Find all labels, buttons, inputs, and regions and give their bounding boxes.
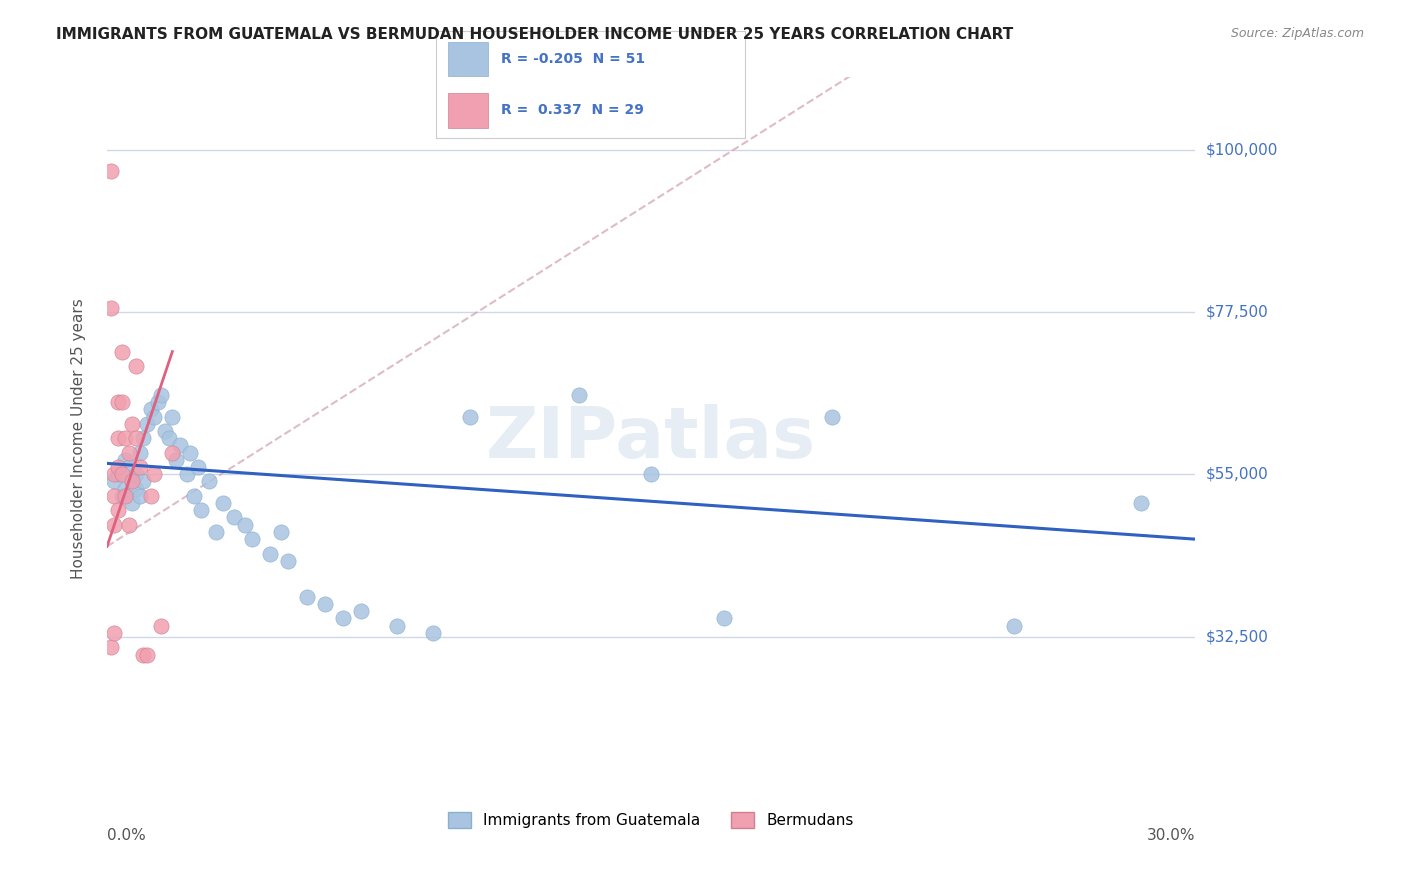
Point <box>165 452 187 467</box>
Point <box>107 395 129 409</box>
Point <box>212 496 235 510</box>
Point <box>143 409 166 424</box>
Point <box>458 409 481 424</box>
Point <box>103 467 125 482</box>
Point <box>1002 618 1025 632</box>
Point <box>314 597 336 611</box>
Point <box>821 409 844 424</box>
Point <box>205 524 228 539</box>
Point <box>233 517 256 532</box>
Text: $100,000: $100,000 <box>1206 142 1278 157</box>
Point <box>222 510 245 524</box>
Point <box>295 590 318 604</box>
Point <box>118 517 141 532</box>
Point <box>132 475 155 489</box>
Point <box>162 409 184 424</box>
Point <box>132 648 155 662</box>
Point <box>110 395 132 409</box>
Point <box>110 489 132 503</box>
Text: R = -0.205  N = 51: R = -0.205 N = 51 <box>501 52 645 66</box>
Point <box>150 618 173 632</box>
Point <box>277 554 299 568</box>
Point <box>132 431 155 445</box>
Point <box>332 611 354 625</box>
Point <box>190 503 212 517</box>
Point <box>118 460 141 475</box>
Point <box>128 445 150 459</box>
Point <box>107 467 129 482</box>
Point <box>110 344 132 359</box>
Point <box>136 417 159 431</box>
Point <box>103 626 125 640</box>
Point <box>125 467 148 482</box>
Point <box>169 438 191 452</box>
Point <box>179 445 201 459</box>
Point <box>100 640 122 655</box>
Point <box>103 489 125 503</box>
Point <box>114 489 136 503</box>
Point <box>125 431 148 445</box>
Point <box>153 424 176 438</box>
Point <box>713 611 735 625</box>
Text: $32,500: $32,500 <box>1206 629 1270 644</box>
Point <box>121 475 143 489</box>
Point <box>136 648 159 662</box>
Point <box>259 547 281 561</box>
Point <box>139 402 162 417</box>
Point <box>125 359 148 373</box>
Text: Source: ZipAtlas.com: Source: ZipAtlas.com <box>1230 27 1364 40</box>
Point <box>1129 496 1152 510</box>
Text: $77,500: $77,500 <box>1206 304 1268 319</box>
Point <box>183 489 205 503</box>
Text: IMMIGRANTS FROM GUATEMALA VS BERMUDAN HOUSEHOLDER INCOME UNDER 25 YEARS CORRELAT: IMMIGRANTS FROM GUATEMALA VS BERMUDAN HO… <box>56 27 1014 42</box>
Point <box>350 604 373 618</box>
Text: R =  0.337  N = 29: R = 0.337 N = 29 <box>501 103 644 118</box>
Text: 0.0%: 0.0% <box>107 828 146 843</box>
Point <box>103 517 125 532</box>
Point <box>103 475 125 489</box>
Point <box>121 496 143 510</box>
Point <box>100 301 122 316</box>
Point <box>197 475 219 489</box>
Point <box>125 482 148 496</box>
Point <box>121 417 143 431</box>
Point <box>128 489 150 503</box>
Point <box>114 431 136 445</box>
Point <box>107 460 129 475</box>
Point <box>176 467 198 482</box>
Point <box>107 431 129 445</box>
Point <box>422 626 444 640</box>
Point <box>157 431 180 445</box>
Point <box>110 467 132 482</box>
Point <box>107 503 129 517</box>
Point <box>640 467 662 482</box>
Point <box>100 164 122 178</box>
Point <box>240 532 263 546</box>
Point <box>114 452 136 467</box>
Point <box>121 475 143 489</box>
Text: 30.0%: 30.0% <box>1146 828 1195 843</box>
Point <box>387 618 409 632</box>
Point <box>143 467 166 482</box>
Point <box>118 445 141 459</box>
Point <box>270 524 292 539</box>
Point <box>128 460 150 475</box>
Point <box>567 388 589 402</box>
Bar <box>449 42 488 76</box>
Point <box>139 489 162 503</box>
Point <box>114 482 136 496</box>
Point <box>187 460 209 475</box>
Text: ZIPatlas: ZIPatlas <box>486 404 815 473</box>
Legend: Immigrants from Guatemala, Bermudans: Immigrants from Guatemala, Bermudans <box>443 806 860 835</box>
Point <box>146 395 169 409</box>
Y-axis label: Householder Income Under 25 years: Householder Income Under 25 years <box>72 298 86 579</box>
Point <box>150 388 173 402</box>
Bar <box>449 94 488 128</box>
Point <box>162 445 184 459</box>
Text: $55,000: $55,000 <box>1206 467 1268 482</box>
